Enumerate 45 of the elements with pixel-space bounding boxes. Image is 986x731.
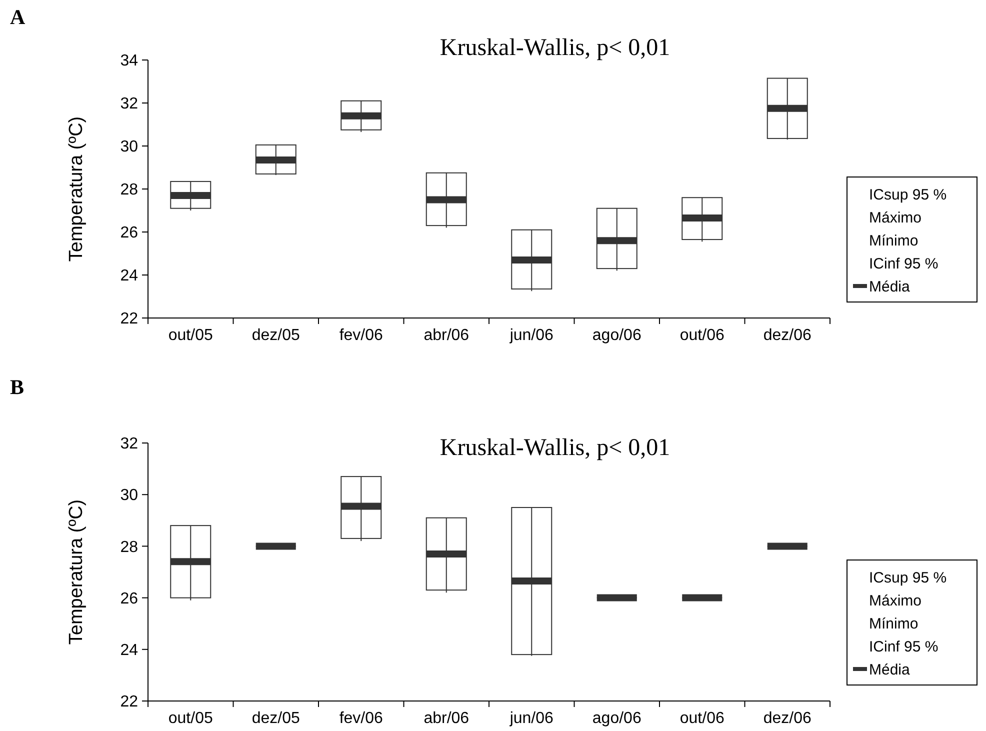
x-tick-label: ago/06	[592, 710, 642, 727]
text: A	[10, 5, 26, 29]
text: ICinf 95 %	[869, 255, 938, 272]
text: B	[10, 375, 24, 399]
y-tick-label: 22	[120, 310, 138, 328]
text: Mínimo	[869, 615, 918, 632]
x-tick-label: jun/06	[508, 327, 554, 344]
y-tick-label: 24	[120, 642, 138, 659]
y-tick-label: 34	[120, 52, 138, 70]
y-axis-title: Temperatura (ºC)	[66, 499, 87, 645]
y-tick-label: 28	[120, 538, 138, 556]
chart-title: Kruskal-Wallis, p< 0,01	[440, 435, 670, 461]
y-tick-label: 28	[120, 182, 138, 199]
x-tick-label: ago/06	[592, 327, 642, 344]
y-axis-title: Temperatura (ºC)	[66, 116, 87, 262]
x-tick-label: dez/06	[763, 327, 812, 344]
x-tick-label: jun/06	[508, 710, 554, 727]
x-tick-label: dez/06	[763, 710, 812, 727]
text: ICsup 95 %	[869, 186, 947, 204]
x-tick-label: out/05	[168, 327, 213, 344]
text: Máximo	[869, 209, 922, 226]
y-tick-label: 22	[120, 694, 138, 711]
y-tick-label: 24	[120, 268, 138, 285]
text: Máximo	[869, 592, 922, 610]
x-tick-label: abr/06	[424, 327, 470, 344]
x-tick-label: out/06	[680, 710, 724, 727]
x-tick-label: abr/06	[424, 710, 470, 727]
x-tick-label: dez/05	[252, 710, 300, 727]
x-tick-label: fev/06	[339, 710, 384, 727]
x-tick-label: out/06	[680, 327, 724, 344]
y-tick-label: 32	[120, 96, 138, 113]
legend-label: Média	[869, 661, 911, 678]
text: ICinf 95 %	[869, 638, 938, 656]
y-tick-label: 32	[120, 436, 138, 453]
y-tick-label: 26	[120, 590, 138, 608]
x-tick-label: out/05	[168, 710, 213, 727]
chart-title: Kruskal-Wallis, p< 0,01	[440, 35, 670, 61]
x-tick-label: dez/05	[252, 327, 300, 344]
y-tick-label: 30	[120, 487, 138, 504]
text: Mínimo	[869, 232, 918, 250]
text: ICsup 95 %	[869, 569, 947, 586]
x-tick-label: fev/06	[339, 327, 384, 344]
legend-label: Média	[869, 278, 911, 296]
y-tick-label: 26	[120, 224, 138, 242]
y-tick-label: 30	[120, 138, 138, 156]
